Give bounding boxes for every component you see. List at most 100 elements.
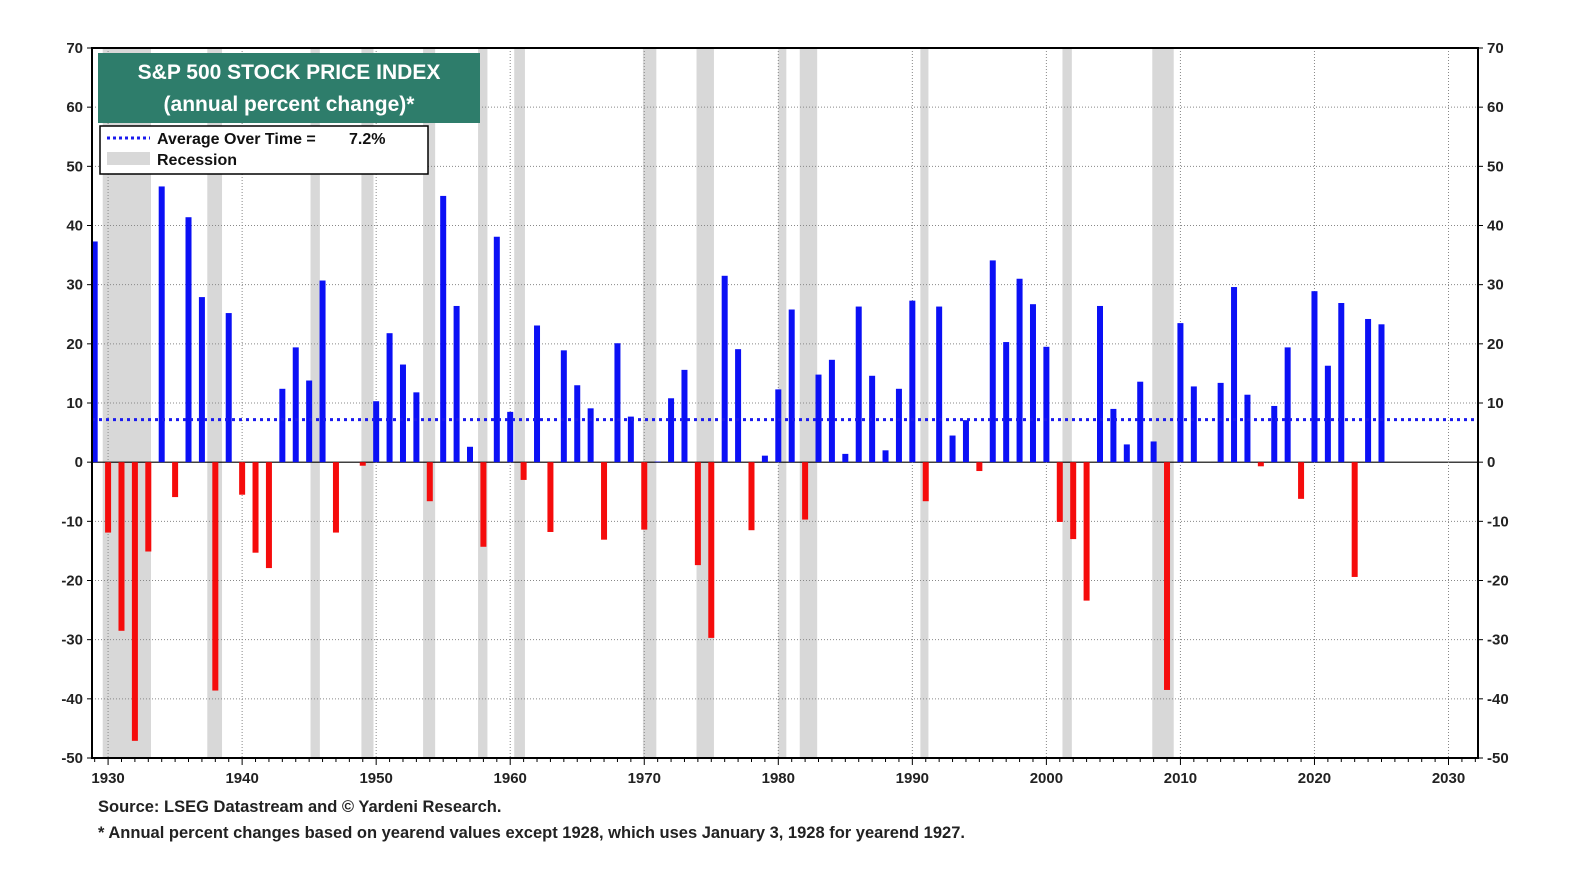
bar-1988 <box>882 450 889 463</box>
bar-1938 <box>212 462 219 691</box>
y-tick-label-right: 0 <box>1487 454 1495 471</box>
bar-2013 <box>1217 382 1224 463</box>
y-tick-label: 10 <box>66 395 83 412</box>
bar-1950 <box>373 401 380 463</box>
bar-2021 <box>1324 365 1331 463</box>
bar-1971 <box>654 461 661 463</box>
bar-1972 <box>668 398 675 463</box>
y-tick-label: 70 <box>66 40 83 57</box>
bar-2009 <box>1164 462 1171 690</box>
bar-1997 <box>1003 342 1010 463</box>
bar-2024 <box>1365 318 1372 463</box>
y-tick-label: 20 <box>66 336 83 353</box>
bar-2019 <box>1298 462 1305 499</box>
recession-band <box>642 48 657 758</box>
bar-1958 <box>480 462 487 547</box>
x-tick-label: 2000 <box>1030 770 1063 787</box>
recession-band <box>514 48 525 758</box>
bar-1981 <box>788 309 795 463</box>
y-tick-label-right: 20 <box>1487 336 1504 353</box>
y-tick-label-right: 10 <box>1487 395 1504 412</box>
bar-1945 <box>306 380 313 463</box>
bar-1991 <box>922 462 929 502</box>
y-tick-label-right: -30 <box>1487 632 1509 649</box>
bar-1983 <box>815 374 822 463</box>
bar-2000 <box>1043 346 1050 463</box>
bar-1966 <box>587 408 594 463</box>
x-tick-label: 2020 <box>1298 770 1331 787</box>
y-tick-label-right: 60 <box>1487 99 1504 116</box>
bar-1987 <box>869 375 876 463</box>
bar-1960 <box>507 411 514 463</box>
bar-1999 <box>1029 304 1036 463</box>
y-axis-left: -50 -40 -30 -20 -10 0 10 20 30 40 50 60 70 <box>61 40 92 767</box>
x-tick-label: 1980 <box>762 770 795 787</box>
x-tick-label: 1930 <box>91 770 124 787</box>
bar-1941 <box>252 462 259 553</box>
bar-2022 <box>1338 303 1345 463</box>
bars-layer <box>91 186 1385 741</box>
bar-2004 <box>1097 305 1103 463</box>
legend-average-label: Average Over Time = <box>157 131 316 148</box>
bar-2010 <box>1177 323 1184 463</box>
legend: Average Over Time = 7.2% Recession <box>99 125 429 175</box>
bar-1995 <box>976 462 983 472</box>
bar-1993 <box>949 435 956 463</box>
y-tick-label: 40 <box>66 218 83 235</box>
y-tick-label-right: 50 <box>1487 158 1504 175</box>
bar-1965 <box>574 385 581 463</box>
bar-1942 <box>265 462 272 569</box>
y-tick-label-right: -20 <box>1487 573 1509 590</box>
y-tick-label-right: 30 <box>1487 277 1504 294</box>
bar-1936 <box>185 217 192 463</box>
bar-1937 <box>198 297 205 463</box>
bar-1957 <box>467 446 473 463</box>
bar-1969 <box>627 416 634 463</box>
bar-1992 <box>936 306 943 463</box>
y-tick-label-right: 70 <box>1487 40 1504 57</box>
bar-1930 <box>105 462 112 533</box>
bar-1947 <box>332 462 339 533</box>
recession-band <box>310 48 320 758</box>
bar-1931 <box>118 462 125 631</box>
bar-1980 <box>775 389 782 463</box>
bar-2023 <box>1351 462 1358 577</box>
bar-2002 <box>1070 462 1077 540</box>
bar-1989 <box>895 388 902 463</box>
x-tick-label: 2010 <box>1164 770 1197 787</box>
x-tick-label: 1940 <box>225 770 258 787</box>
bar-1964 <box>560 350 567 463</box>
bar-1975 <box>708 462 715 638</box>
bar-2006 <box>1123 444 1130 463</box>
x-axis: 1930 1940 1950 1960 1970 1980 1990 2000 2010 2020… <box>91 758 1476 787</box>
bar-1935 <box>172 462 179 498</box>
bar-1951 <box>386 333 393 463</box>
bar-1940 <box>239 462 246 495</box>
bar-1986 <box>855 306 862 463</box>
y-tick-label: -30 <box>61 632 83 649</box>
bar-1998 <box>1016 278 1023 463</box>
bar-1932 <box>131 462 138 741</box>
bar-2003 <box>1083 462 1090 601</box>
bar-2016 <box>1257 462 1264 467</box>
bar-2018 <box>1284 347 1291 463</box>
x-tick-label: 1950 <box>359 770 392 787</box>
y-tick-label: -20 <box>61 573 83 590</box>
bar-2001 <box>1056 462 1063 522</box>
recession-band <box>423 48 436 758</box>
bar-2005 <box>1110 408 1117 463</box>
legend-recession-swatch <box>107 152 150 165</box>
bar-1954 <box>426 462 433 502</box>
bar-2020 <box>1311 291 1318 463</box>
bar-1952 <box>399 364 406 463</box>
bar-2015 <box>1244 394 1251 463</box>
chart-subtitle: (annual percent change)* <box>164 93 416 116</box>
bar-2008 <box>1150 441 1157 463</box>
bar-1984 <box>828 359 835 463</box>
x-tick-label: 1990 <box>896 770 929 787</box>
bar-1929 <box>91 241 98 463</box>
bar-2017 <box>1271 405 1278 463</box>
bar-1956 <box>453 305 460 463</box>
bar-1933 <box>145 462 152 552</box>
